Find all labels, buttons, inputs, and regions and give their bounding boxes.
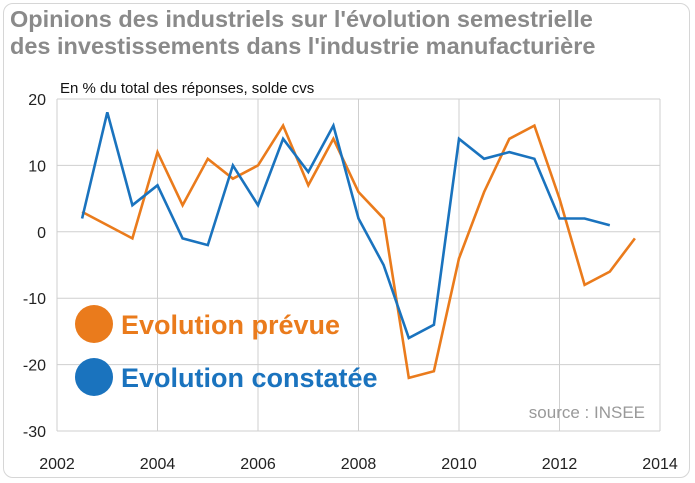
source-note: source : INSEE — [529, 403, 645, 422]
x-tick-label: 2012 — [542, 456, 578, 473]
x-tick-label: 2014 — [642, 456, 678, 473]
legend-swatch-constatee — [75, 358, 113, 396]
chart-title-line-1: Opinions des industriels sur l'évolution… — [10, 6, 593, 32]
series-line-constatee — [80, 111, 611, 340]
x-tick-label: 2002 — [39, 456, 75, 473]
chart-title-line-2: des investissements dans l'industrie man… — [10, 33, 596, 59]
x-tick-label: 2010 — [441, 456, 477, 473]
series-line-prevue — [81, 122, 636, 380]
chart-frame — [3, 3, 690, 478]
x-tick-label: 2008 — [341, 456, 377, 473]
legend-swatch-prevue — [75, 305, 113, 343]
y-tick-label: 20 — [28, 92, 46, 109]
x-tick-label: 2004 — [140, 456, 176, 473]
y-tick-label: 10 — [28, 158, 46, 175]
legend-label-constatee: Evolution constatée — [121, 363, 378, 393]
y-tick-label: 0 — [37, 225, 46, 242]
chart-subtitle: En % du total des réponses, solde cvs — [60, 80, 314, 97]
y-tick-label: -20 — [23, 358, 46, 375]
x-tick-label: 2006 — [240, 456, 276, 473]
chart-title: Opinions des industriels sur l'évolution… — [10, 6, 690, 60]
y-tick-label: -30 — [23, 424, 46, 441]
legend-label-prevue: Evolution prévue — [121, 310, 340, 340]
y-tick-label: -10 — [23, 291, 46, 308]
